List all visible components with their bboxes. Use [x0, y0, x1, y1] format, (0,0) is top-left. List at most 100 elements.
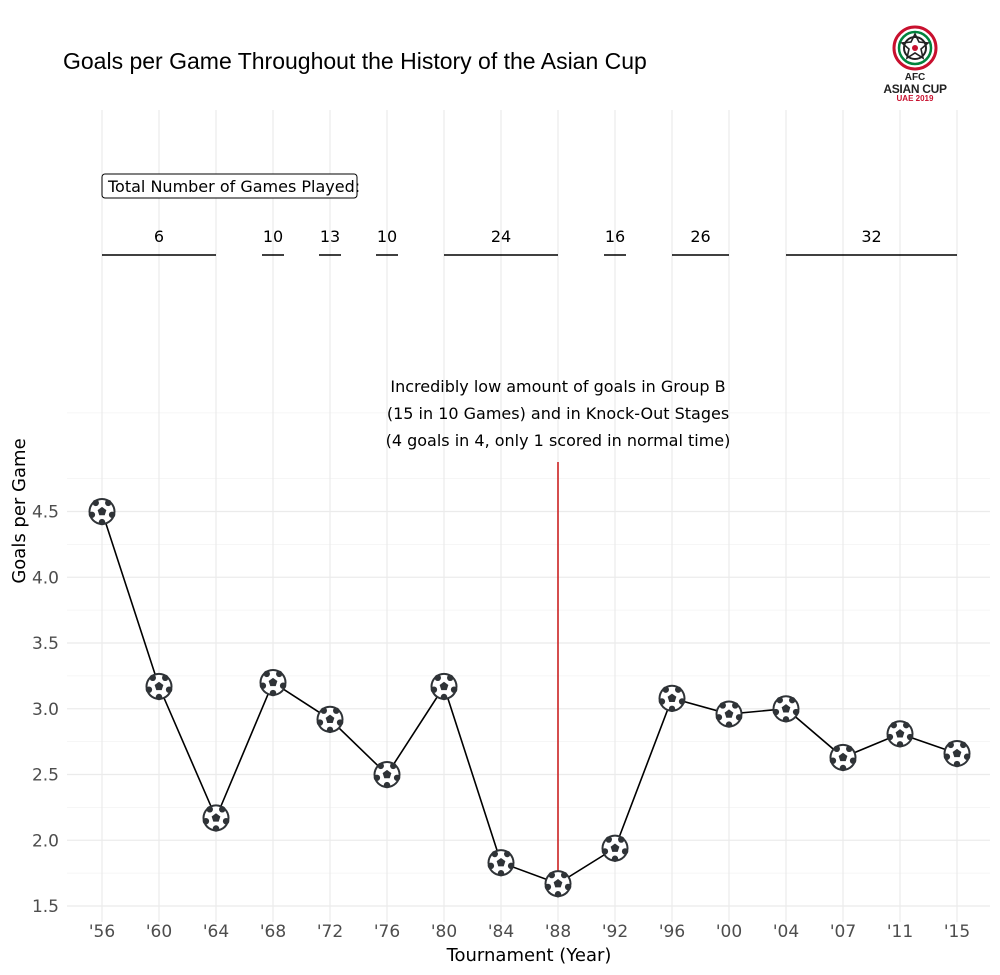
ball-center-patch — [382, 769, 392, 779]
x-tick-label: '04 — [773, 922, 799, 942]
ball-rim-patch — [896, 741, 904, 748]
games-played-count: 26 — [690, 227, 710, 246]
soccer-ball-icon — [259, 668, 287, 697]
ball-rim-patch — [336, 719, 344, 726]
ball-rim-patch — [548, 871, 555, 879]
ball-rim-patch — [943, 753, 951, 760]
ball-center-patch — [781, 704, 791, 713]
ball-rim-patch — [544, 883, 552, 891]
ball-rim-patch — [447, 674, 454, 682]
ball-rim-patch — [725, 721, 733, 728]
soccer-ball-icon — [601, 834, 629, 862]
ball-rim-patch — [678, 698, 686, 705]
ball-center-patch — [325, 714, 335, 723]
annotation-text: Incredibly low amount of goals in Group … — [390, 377, 725, 396]
ball-center-patch — [895, 729, 905, 738]
ball-rim-patch — [145, 686, 153, 693]
soccer-ball-icon — [658, 684, 686, 713]
ball-center-patch — [211, 813, 221, 822]
x-tick-label: '07 — [830, 922, 856, 942]
ball-rim-patch — [487, 862, 495, 870]
x-tick-label: '11 — [887, 922, 913, 942]
ball-rim-patch — [377, 762, 384, 770]
logo-afc-text: AFC — [904, 72, 926, 83]
y-tick-label: 4.5 — [32, 503, 59, 523]
ball-rim-patch — [829, 757, 837, 764]
ball-rim-patch — [390, 762, 397, 770]
soccer-ball-icon — [373, 761, 401, 789]
games-played-label: Total Number of Games Played: — [107, 177, 360, 196]
ball-rim-patch — [155, 693, 163, 701]
ball-rim-patch — [849, 757, 857, 764]
ball-rim-patch — [561, 871, 568, 879]
x-axis-title: Tournament (Year) — [446, 945, 612, 966]
afc-asian-cup-logo: AFC ASIAN CUP UAE 2019 — [877, 22, 953, 106]
ball-rim-patch — [675, 686, 682, 693]
ball-rim-patch — [263, 670, 270, 678]
annotation-text: (15 in 10 Games) and in Knock-Out Stages — [387, 404, 729, 423]
ball-rim-patch — [886, 733, 894, 741]
x-tick-label: '15 — [944, 922, 970, 942]
goals-series — [88, 498, 971, 898]
x-tick-label: '64 — [203, 922, 229, 942]
games-played-count: 10 — [263, 227, 283, 246]
soccer-ball-icon — [829, 743, 857, 772]
ball-rim-patch — [715, 714, 723, 721]
ball-rim-patch — [491, 850, 498, 858]
ball-rim-patch — [326, 726, 334, 734]
ball-rim-patch — [434, 674, 441, 682]
ball-rim-patch — [98, 518, 106, 526]
series-line — [101, 511, 958, 885]
games-played-box — [101, 173, 358, 199]
ball-rim-patch — [963, 753, 971, 760]
y-tick-label: 1.5 — [32, 897, 59, 917]
ball-rim-patch — [269, 689, 277, 697]
ball-center-patch — [97, 506, 107, 516]
ball-rim-patch — [206, 806, 213, 813]
ball-rim-patch — [276, 670, 283, 678]
ball-center-patch — [268, 677, 278, 687]
ball-rim-patch — [105, 499, 112, 507]
soccer-ball-icon — [943, 739, 971, 768]
ball-rim-patch — [316, 719, 324, 726]
y-tick-label: 4.0 — [32, 568, 59, 588]
games-played-count: 24 — [491, 227, 511, 246]
ball-rim-patch — [440, 693, 448, 701]
ball-rim-patch — [222, 817, 230, 825]
ball-rim-patch — [333, 707, 340, 714]
x-tick-label: '56 — [89, 922, 115, 942]
x-tick-label: '88 — [545, 922, 571, 942]
games-played-count: 6 — [154, 227, 164, 246]
ball-rim-patch — [279, 682, 287, 689]
ball-center-patch — [553, 879, 563, 888]
soccer-ball-icon — [145, 672, 173, 701]
ball-rim-patch — [601, 848, 609, 855]
logo-uae-text: UAE 2019 — [896, 94, 934, 103]
ball-rim-patch — [846, 745, 853, 753]
ball-rim-patch — [890, 721, 897, 729]
ball-rim-patch — [320, 707, 327, 714]
ball-center-patch — [667, 693, 677, 702]
ball-rim-patch — [219, 806, 226, 813]
ball-rim-patch — [611, 855, 619, 862]
annotation: Incredibly low amount of goals in Group … — [386, 377, 730, 872]
ball-center-patch — [496, 858, 506, 867]
ball-rim-patch — [906, 733, 914, 741]
soccer-ball-icon — [715, 700, 743, 728]
ball-rim-patch — [960, 741, 967, 749]
x-tick-label: '00 — [716, 922, 742, 942]
ball-center-patch — [610, 843, 620, 852]
x-tick-label: '72 — [317, 922, 343, 942]
soccer-ball-icon — [772, 695, 800, 723]
ball-rim-patch — [776, 696, 783, 704]
soccer-ball-icon — [316, 705, 344, 734]
y-axis-title: Goals per Game — [9, 438, 30, 583]
games-played-count: 32 — [861, 227, 881, 246]
soccer-ball-icon — [487, 849, 515, 877]
ball-rim-patch — [554, 891, 562, 898]
ball-rim-patch — [504, 850, 511, 858]
ball-rim-patch — [947, 741, 954, 749]
ball-rim-patch — [662, 686, 669, 693]
